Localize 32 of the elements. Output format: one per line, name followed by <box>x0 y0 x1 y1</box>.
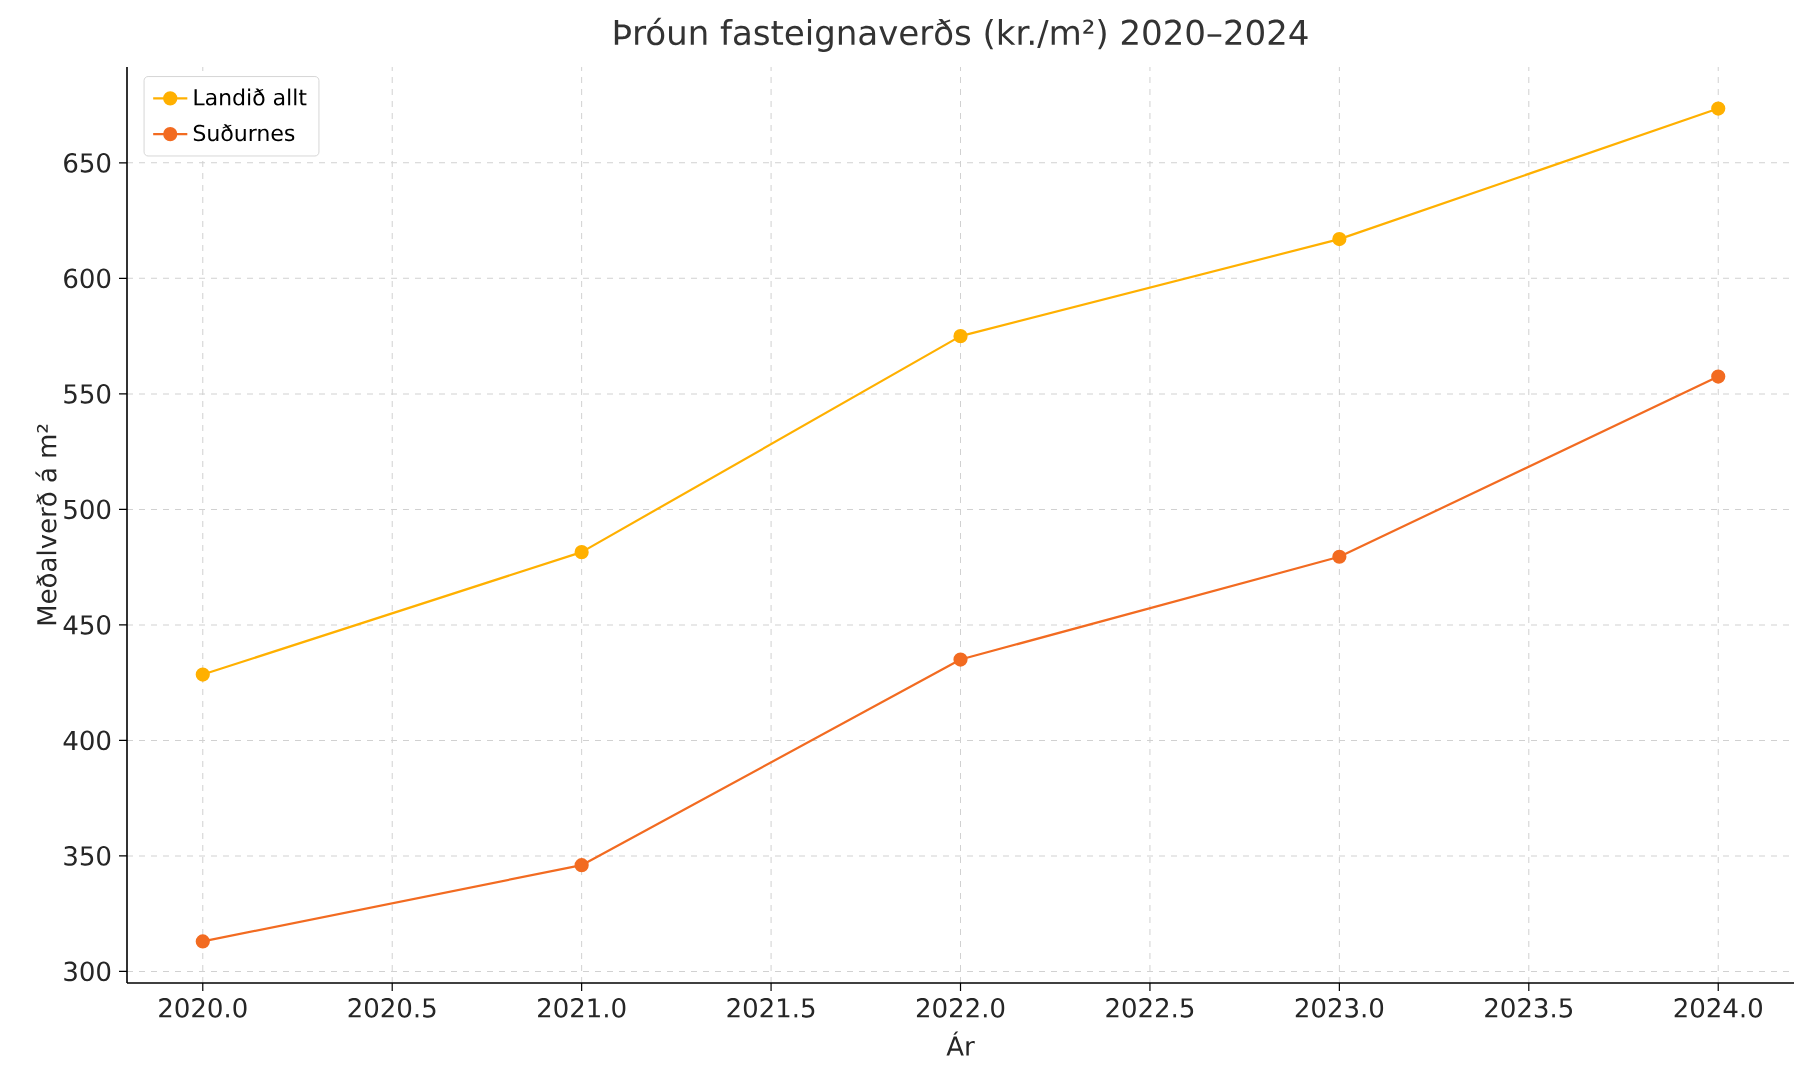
y-tick-label: 350 <box>64 846 111 866</box>
y-tick-label: 550 <box>64 384 111 404</box>
point <box>195 934 210 949</box>
x-tick-label: 2023.0 <box>1295 998 1384 1018</box>
x-tick-label: 2021.5 <box>727 998 815 1018</box>
x-tick-label: 2020.5 <box>348 998 436 1018</box>
y-tick-label: 300 <box>64 961 111 982</box>
y-tick-label: 450 <box>63 615 111 635</box>
point <box>195 667 210 682</box>
x-tick-label: 2023.5 <box>1485 998 1572 1018</box>
x-tick-label: 2022.5 <box>1106 998 1194 1018</box>
y-tick-label: 650 <box>64 153 111 173</box>
point <box>1711 101 1726 116</box>
point <box>1332 232 1347 247</box>
x-tick-label: 2021.0 <box>538 998 626 1018</box>
point <box>953 329 968 344</box>
chart-title: Þróun fasteignaverðs (kr./m²) 2020–2024 <box>614 17 1308 52</box>
legend-label: Landið allt <box>194 88 307 106</box>
point <box>953 652 968 667</box>
x-tick-label: 2024.0 <box>1674 998 1762 1018</box>
y-tick-label: 500 <box>64 499 111 520</box>
y-tick-label: 600 <box>64 268 111 289</box>
x-tick-label: 2022.0 <box>916 998 1005 1018</box>
legend-label: Suðurnes <box>193 124 295 142</box>
y-tick-label: 400 <box>63 730 111 751</box>
point <box>1332 549 1347 564</box>
y-axis-title: Meðalverð á m² <box>35 424 57 625</box>
point <box>1711 369 1726 384</box>
x-tick-label: 2020.0 <box>159 998 247 1018</box>
x-axis-title: Ár <box>946 1031 975 1056</box>
point <box>574 858 589 873</box>
point <box>574 545 589 560</box>
